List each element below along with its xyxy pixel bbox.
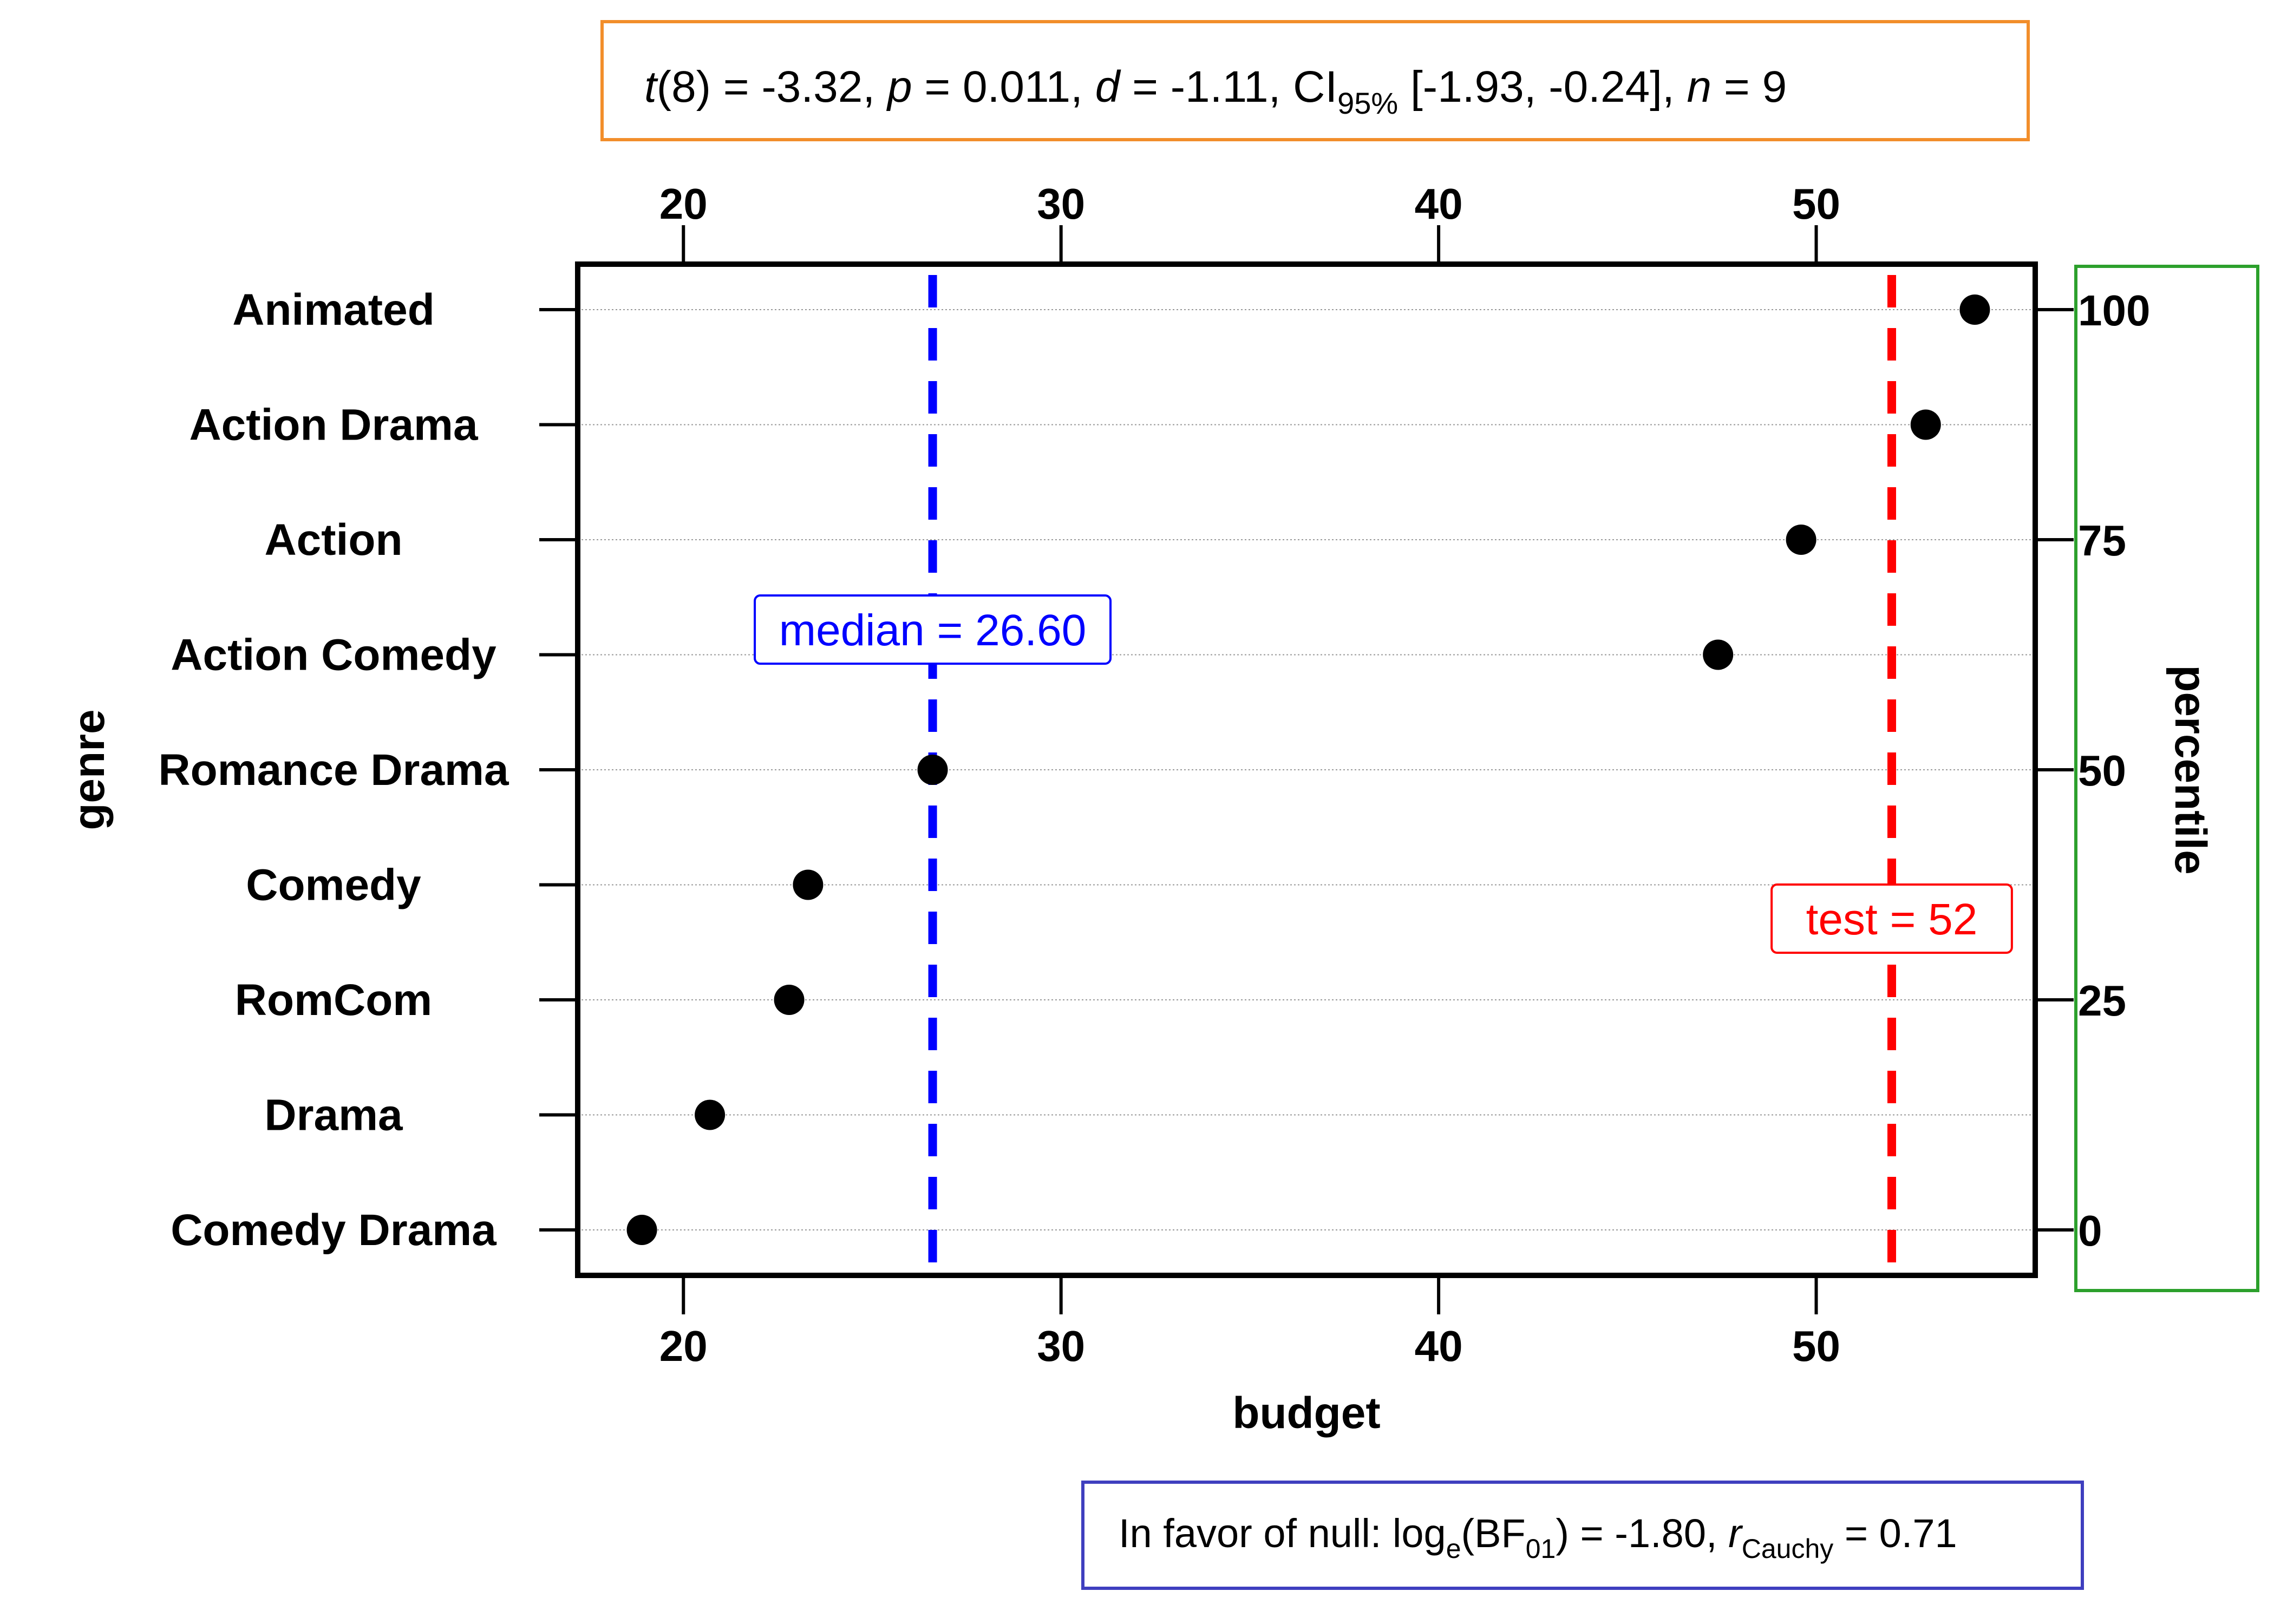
x-tick-label-top: 40 (1415, 180, 1463, 228)
test-label-box (1770, 883, 2013, 954)
axis-labels: Animated Action Drama Action Action Comedy R… (158, 180, 2150, 1370)
y-tick-label: Comedy Drama (171, 1206, 497, 1255)
y-tick-label: Action Comedy (171, 631, 496, 680)
test-label: test = 52 (1770, 883, 2013, 954)
data-point (1786, 525, 1816, 555)
x-axis-title: budget (1232, 1389, 1380, 1438)
percentile-tick-label: 100 (2078, 286, 2150, 335)
x-tick-label-top: 30 (1037, 180, 1085, 228)
data-point (1703, 639, 1734, 670)
percentile-tick-label: 25 (2078, 977, 2126, 1025)
median-label: median = 26.60 (754, 594, 1112, 665)
median-label-text: median = 26.60 (779, 606, 1087, 655)
x-tick-label-bottom: 40 (1415, 1322, 1463, 1370)
y-tick-label: Comedy (246, 861, 421, 910)
percentile-tick-label: 0 (2078, 1207, 2102, 1255)
data-point (774, 985, 805, 1015)
grid-lines (578, 309, 2035, 1230)
data-points (626, 294, 1990, 1245)
caption: In favor of null: loge(BF01) = -1.80, rC… (1119, 1511, 1957, 1564)
subtitle: t(8) = -3.32, p = 0.011, d = -1.11, CI95… (644, 62, 1787, 120)
y-tick-label: Romance Drama (158, 745, 509, 795)
data-point (1959, 294, 1990, 325)
secondary-y-axis-title: percentile (2166, 665, 2215, 874)
percentile-axis-box (2074, 265, 2259, 1292)
x-tick-label-top: 20 (659, 180, 708, 228)
y-tick-label: Action (264, 515, 402, 565)
data-point (626, 1215, 657, 1245)
median-label-box (754, 594, 1112, 665)
data-point (1910, 409, 1941, 440)
x-tick-label-bottom: 50 (1792, 1322, 1840, 1370)
test-label-text: test = 52 (1806, 895, 1978, 944)
data-point (793, 869, 824, 900)
percentile-tick-label: 50 (2078, 746, 2126, 795)
data-point (917, 755, 948, 785)
y-axis-title: genre (64, 709, 114, 830)
subtitle-box (600, 20, 2030, 141)
y-tick-label: Action Drama (189, 401, 479, 450)
data-point (695, 1099, 726, 1130)
axis-ticks (539, 225, 2074, 1314)
x-tick-label-top: 50 (1792, 180, 1840, 228)
x-tick-label-bottom: 20 (659, 1322, 708, 1370)
y-tick-label: Animated (232, 285, 435, 335)
reference-lines: median = 26.60 test = 52 (754, 275, 2013, 1275)
x-tick-label-bottom: 30 (1037, 1322, 1085, 1370)
caption-box (1081, 1481, 2084, 1590)
percentile-tick-label: 75 (2078, 516, 2126, 565)
y-tick-label: RomCom (235, 975, 432, 1025)
y-tick-label: Drama (264, 1091, 403, 1140)
